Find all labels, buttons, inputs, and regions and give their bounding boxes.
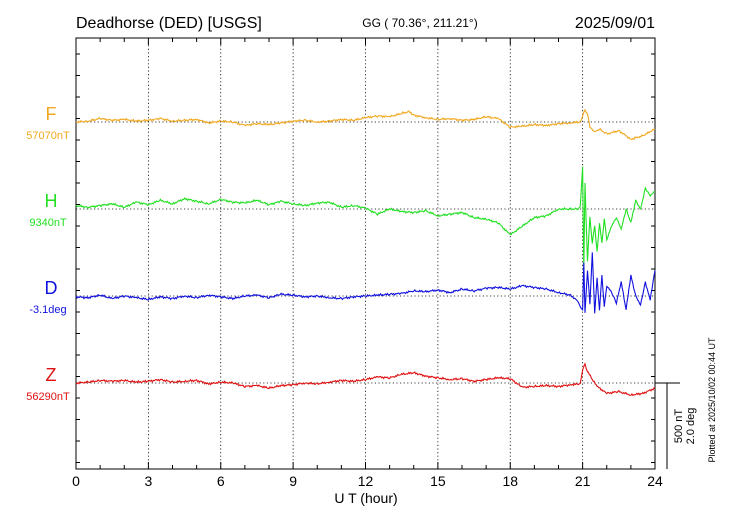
x-axis: 0 3 6 9 12 15 18 21 24 <box>72 38 663 489</box>
x-tick-label: 12 <box>358 473 374 489</box>
series-baseline-d: -3.1deg <box>29 304 66 316</box>
x-tick-label: 18 <box>502 473 518 489</box>
series-line-d <box>75 252 656 314</box>
x-tick-label: 0 <box>72 473 80 489</box>
x-tick-label: 24 <box>647 473 663 489</box>
series-line-z <box>75 362 656 397</box>
chart-date: 2025/09/01 <box>575 15 655 32</box>
series-label-d: D <box>45 278 58 298</box>
series-label-h: H <box>45 191 58 211</box>
x-tick-label: 3 <box>144 473 152 489</box>
grid <box>76 38 655 469</box>
x-tick-label: 6 <box>217 473 225 489</box>
series-line-f <box>76 108 656 141</box>
series-label-f: F <box>46 104 57 124</box>
chart-subtitle: GG ( 70.36°, 211.21°) <box>362 16 477 30</box>
series-line-h <box>75 166 656 270</box>
series-baseline-h: 9340nT <box>29 217 67 229</box>
x-tick-label: 15 <box>430 473 446 489</box>
plot-frame <box>75 37 656 470</box>
plotted-timestamp: Plotted at 2025/10/02 00:44 UT <box>707 337 717 463</box>
chart-title: Deadhorse (DED) [USGS] <box>76 15 262 32</box>
series-layer: F 57070nT H 9340nT D -3.1deg Z 56290nT <box>26 104 656 403</box>
scale-bar: 500 nT 2.0 deg <box>655 382 697 469</box>
series-baseline-z: 56290nT <box>26 391 70 403</box>
x-axis-label: U T (hour) <box>334 490 397 506</box>
series-baseline-f: 57070nT <box>26 130 70 142</box>
scale-bar-deg: 2.0 deg <box>685 408 697 445</box>
x-tick-label: 9 <box>289 473 297 489</box>
scale-bar-nt: 500 nT <box>673 409 685 444</box>
x-tick-label: 21 <box>575 473 591 489</box>
series-label-z: Z <box>46 365 57 385</box>
